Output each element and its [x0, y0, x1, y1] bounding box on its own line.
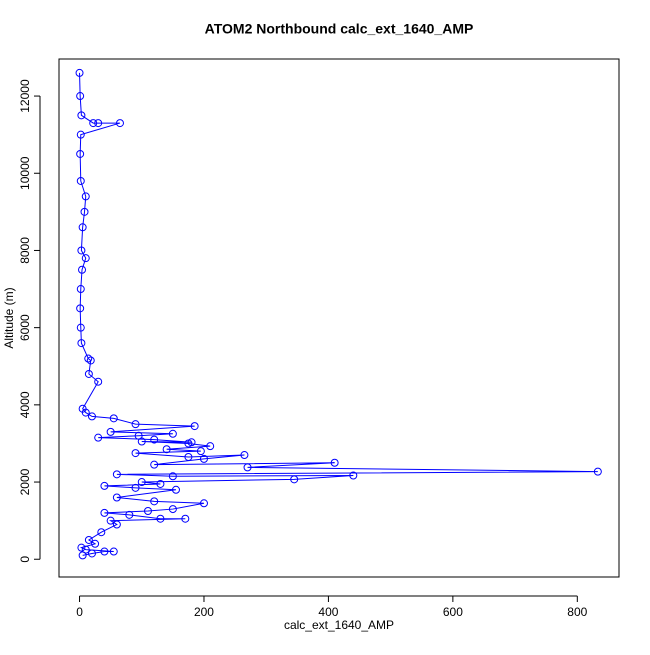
data-point	[349, 471, 358, 480]
data-point	[89, 119, 98, 128]
data-point	[100, 547, 109, 556]
data-point	[77, 246, 86, 255]
data-point	[78, 404, 87, 413]
data-point	[187, 438, 196, 447]
data-point	[134, 431, 143, 440]
data-point	[84, 354, 93, 363]
data-point	[181, 514, 190, 523]
data-point	[131, 483, 140, 492]
x-tick-label: 600	[443, 605, 463, 619]
data-point	[76, 323, 85, 332]
data-point	[109, 547, 118, 556]
data-point	[75, 68, 84, 77]
data-point	[78, 223, 87, 232]
data-point	[150, 497, 159, 506]
y-tick-label: 4000	[18, 391, 32, 418]
data-point	[112, 520, 121, 529]
data-line	[79, 72, 598, 556]
data-point	[81, 545, 90, 554]
x-tick-label: 800	[567, 605, 587, 619]
data-point	[156, 514, 165, 523]
x-tick-label: 400	[318, 605, 338, 619]
data-point	[76, 304, 85, 313]
plot-box	[58, 58, 620, 578]
data-point	[84, 535, 93, 544]
data-point	[77, 339, 86, 348]
data-point	[76, 176, 85, 185]
y-tick-label: 6000	[18, 314, 32, 341]
data-point	[76, 285, 85, 294]
y-tick-label: 0	[18, 556, 32, 563]
data-point	[290, 475, 299, 484]
data-point	[109, 414, 118, 423]
data-point	[76, 130, 85, 139]
y-axis-label: Altitude (m)	[2, 287, 16, 348]
data-point	[91, 539, 100, 548]
data-point	[94, 377, 103, 386]
data-point	[330, 458, 339, 467]
data-point	[156, 479, 165, 488]
data-point	[240, 451, 249, 460]
data-point	[196, 447, 205, 456]
data-point	[112, 470, 121, 479]
data-point	[593, 467, 602, 476]
data-point	[94, 433, 103, 442]
data-point	[112, 493, 121, 502]
data-point	[162, 445, 171, 454]
data-point	[131, 449, 140, 458]
data-point	[199, 499, 208, 508]
data-point	[115, 119, 124, 128]
data-point	[87, 549, 96, 558]
data-point	[190, 422, 199, 431]
data-point	[94, 119, 103, 128]
data-point	[106, 516, 115, 525]
data-point	[150, 435, 159, 444]
data-point	[137, 478, 146, 487]
data-point	[143, 506, 152, 515]
x-tick-label: 200	[194, 605, 214, 619]
data-point	[77, 111, 86, 120]
data-point	[125, 510, 134, 519]
data-point	[184, 452, 193, 461]
data-point	[171, 485, 180, 494]
data-point	[81, 192, 90, 201]
data-point	[131, 420, 140, 429]
data-point	[76, 149, 85, 158]
x-axis-label: calc_ext_1640_AMP	[284, 618, 394, 632]
data-point	[243, 463, 252, 472]
chart-title: ATOM2 Northbound calc_ext_1640_AMP	[205, 21, 474, 37]
data-point	[76, 92, 85, 101]
data-point	[168, 472, 177, 481]
data-point	[199, 454, 208, 463]
data-point	[80, 207, 89, 216]
data-point	[87, 412, 96, 421]
data-point	[84, 369, 93, 378]
data-point	[168, 429, 177, 438]
y-tick-label: 8000	[18, 237, 32, 264]
data-point	[97, 528, 106, 537]
data-point	[168, 505, 177, 514]
data-point	[150, 460, 159, 469]
data-point	[206, 442, 215, 451]
data-point	[78, 265, 87, 274]
y-tick-label: 12000	[18, 79, 32, 113]
data-point	[77, 543, 86, 552]
data-point	[86, 356, 95, 365]
data-point	[100, 508, 109, 517]
data-point	[81, 254, 90, 263]
y-tick-label: 10000	[18, 156, 32, 190]
y-tick-label: 2000	[18, 468, 32, 495]
data-point	[100, 481, 109, 490]
data-point	[106, 427, 115, 436]
x-tick-label: 0	[76, 605, 83, 619]
